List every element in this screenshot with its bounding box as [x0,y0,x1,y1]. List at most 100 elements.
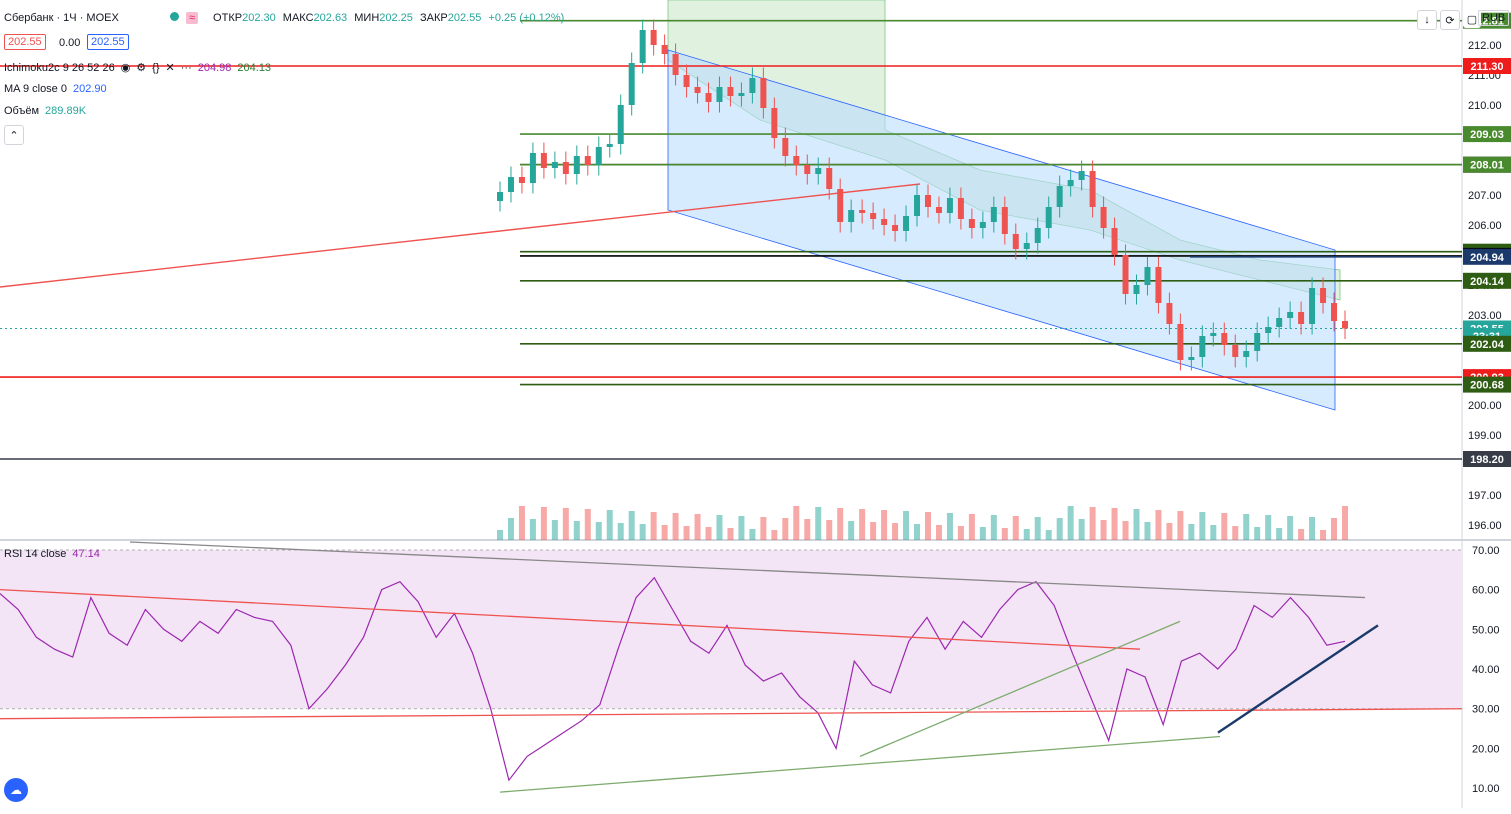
candle-body [738,93,745,96]
volume-bar [1199,512,1206,540]
volume-bar [1188,524,1195,540]
candle-body [990,207,997,222]
volume-bar [1001,528,1008,540]
download-icon[interactable]: ↓ [1417,10,1437,30]
candle-body [1309,288,1316,324]
rsi-trend-line [129,541,1366,599]
candle-body [892,225,899,231]
volume-bar [848,521,855,540]
change-value: +0.25 (+0.12%) [488,12,565,24]
candle-body [1298,312,1305,324]
candle-body [639,30,646,63]
rsi-trend-line [499,735,1221,793]
volume-bar [497,530,503,540]
tradingview-logo-icon[interactable]: ☁ [4,778,28,802]
candle-body [1067,180,1074,186]
volume-bar [1166,523,1173,540]
candle-body [562,162,569,174]
volume-bar [793,506,800,540]
ma-label: MA 9 close 0 [4,83,67,95]
volume-bar [1100,520,1107,540]
candle-body [661,45,668,54]
level-label: 200.68 [1470,380,1504,392]
ma-value: 202.90 [72,83,107,95]
candle-body [793,156,800,165]
volume-bar [903,511,910,540]
candle-body [1100,207,1107,228]
candle-body [1001,207,1008,234]
snapshot-icon[interactable]: ⟳ [1440,10,1460,30]
volume-bar [1144,522,1151,540]
volume-bar [540,507,547,540]
braces-icon[interactable]: {} [152,61,160,74]
volume-bar [1287,516,1294,540]
rsi-trend-line [0,708,1463,720]
candle-body [595,147,602,165]
wave-icon[interactable]: ≈ [185,12,198,24]
volume-bar [507,518,514,540]
candle-body [1232,345,1239,357]
currency-button[interactable]: RUB [1478,10,1510,26]
rsi-legend[interactable]: RSI 14 close 47.14 [4,548,100,560]
volume-bar [1045,530,1052,540]
candle-body [804,165,811,174]
status-indicator-icon[interactable] [169,12,179,21]
candle-body [935,207,942,213]
candle-body [771,108,778,138]
level-label-bg [1463,451,1511,467]
volume-bar [870,522,877,540]
level-label-bg [1463,376,1511,393]
ma-legend[interactable]: MA 9 close 0 202.90 [4,83,107,95]
candle-body [573,156,580,174]
open-label: ОТКР [213,12,243,24]
candle-body [1221,333,1228,345]
candle-body [507,177,514,192]
volume-bar [1298,529,1305,540]
ichimoku-value-1: 204.98 [197,61,232,74]
volume-bar [518,506,525,540]
ichimoku-legend[interactable]: Ichimoku2c 9 26 52 26 ◉ ⚙ {} ✕ ··· 204.9… [4,61,272,75]
symbol-title[interactable]: Сбербанк · 1Ч · MOEX [4,12,119,24]
ask-price[interactable]: 202.55 [87,34,129,50]
level-label-bg [1463,272,1511,289]
open-value: 202.30 [242,12,276,24]
volume-value: 289.89K [45,105,87,117]
volume-legend[interactable]: Объём 289.89K [4,105,86,117]
candle-body [749,78,756,93]
level-label: 208.01 [1470,160,1504,172]
volume-bar [1221,513,1228,540]
high-label: МАКС [282,12,314,24]
rsi-pane[interactable]: 70.00 60.00 50.00 40.00 30.00 20.00 10.00 [0,541,1500,795]
close-icon[interactable]: ✕ [165,62,175,74]
volume-bar [738,516,745,540]
more-icon[interactable]: ··· [180,61,192,74]
candle-body [1056,186,1063,207]
settings-icon[interactable]: ⚙ [136,62,147,74]
volume-bar [760,517,767,540]
fullscreen-icon[interactable]: ▢ [1463,10,1481,28]
price-tick-label: 196.00 [1468,520,1502,532]
candle-body [815,168,822,174]
volume-bar [1276,528,1283,540]
level-label-bg [1463,335,1511,352]
candle-body [716,87,723,102]
candle-body [1133,285,1140,294]
level-label: 204.94 [1470,252,1505,264]
candle-body [1199,336,1206,357]
volume-bar [683,526,690,540]
rsi-tick-label: 70.00 [1472,545,1500,557]
volume-bar [892,523,899,540]
level-label: 209.03 [1470,129,1504,141]
volume-bar [804,519,811,540]
chevron-up-icon[interactable]: ⌃ [4,125,24,145]
bid-price[interactable]: 202.55 [4,34,46,50]
rsi-tick-label: 10.00 [1472,783,1500,795]
candle-body [1210,333,1217,336]
volume-bar [935,525,942,540]
eye-icon[interactable]: ◉ [120,62,131,74]
ichimoku-value-2: 204.13 [237,61,272,74]
candle-body [1177,324,1184,360]
candle-body [968,219,975,228]
